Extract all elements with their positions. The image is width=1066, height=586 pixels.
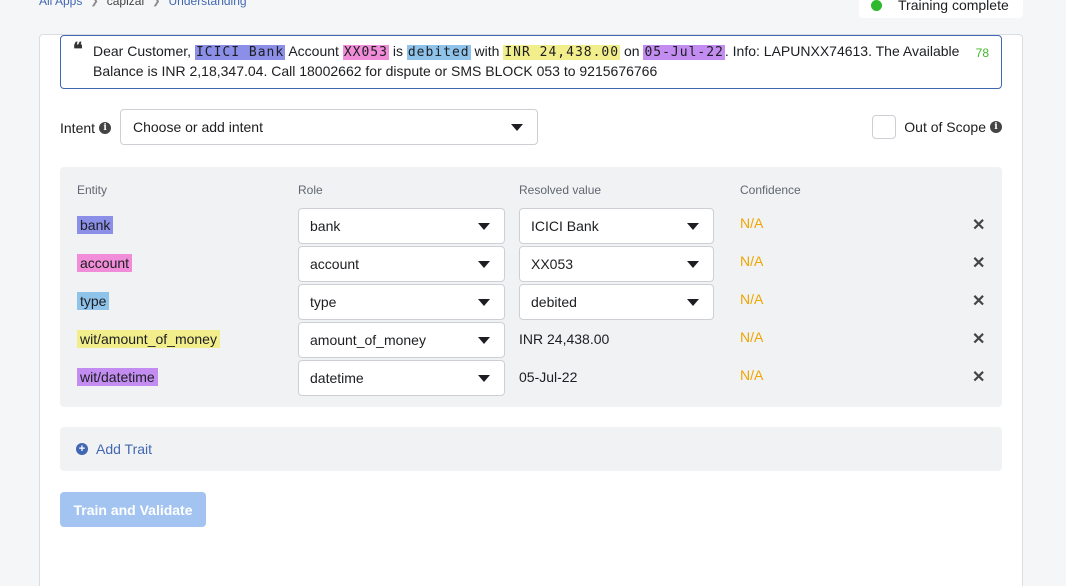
header-entity: Entity <box>77 183 108 197</box>
caret-down-icon <box>478 299 490 306</box>
confidence-value: N/A <box>740 329 764 345</box>
header-confidence: Confidence <box>740 183 801 197</box>
highlight-account[interactable]: XX053 <box>342 45 389 60</box>
caret-down-icon <box>478 223 490 230</box>
training-status-badge: Training complete <box>859 0 1023 18</box>
close-icon[interactable]: ✕ <box>972 369 986 386</box>
confidence-value: N/A <box>740 215 764 231</box>
resolved-value: debited <box>531 294 577 310</box>
role-value: account <box>310 256 360 272</box>
add-trait-label: Add Trait <box>96 441 153 457</box>
chevron-right-icon: ❯ <box>152 0 161 7</box>
intent-select[interactable]: Choose or add intent <box>120 109 538 145</box>
plus-circle-icon: + <box>76 443 88 455</box>
entity-tag: wit/datetime <box>77 368 158 386</box>
close-icon[interactable]: ✕ <box>972 217 986 234</box>
char-count: 78 <box>975 46 989 60</box>
entities-panel: Entity Role Resolved value Confidence ba… <box>60 167 1002 407</box>
breadcrumb: All Apps ❯ capizal ❯ Understanding <box>39 0 247 8</box>
utterance-segment: on <box>620 43 644 59</box>
close-icon[interactable]: ✕ <box>972 255 986 272</box>
confidence-value: N/A <box>740 367 764 383</box>
role-select[interactable]: account <box>298 246 505 282</box>
header-resolved-value: Resolved value <box>519 183 602 197</box>
close-icon[interactable]: ✕ <box>972 331 986 348</box>
role-value: datetime <box>310 370 364 386</box>
entity-row: account account XX053 N/A ✕ <box>60 246 1002 284</box>
entity-tag: wit/amount_of_money <box>77 330 220 348</box>
highlight-bank[interactable]: ICICI Bank <box>194 45 286 60</box>
role-select[interactable]: type <box>298 284 505 320</box>
caret-down-icon <box>687 223 699 230</box>
info-icon[interactable]: i <box>99 122 112 134</box>
breadcrumb-app[interactable]: capizal <box>106 0 145 8</box>
resolved-value: 05-Jul-22 <box>519 369 578 385</box>
highlight-date[interactable]: 05-Jul-22 <box>643 45 725 60</box>
entity-tag: bank <box>77 216 114 234</box>
caret-down-icon <box>478 375 490 382</box>
resolved-value-select[interactable]: debited <box>519 284 714 320</box>
utterance-segment: Account <box>285 43 343 59</box>
entity-row: type type debited N/A ✕ <box>60 284 1002 322</box>
entity-row: bank bank ICICI Bank N/A ✕ <box>60 208 1002 246</box>
caret-down-icon <box>687 299 699 306</box>
entity-row: wit/datetime datetime 05-Jul-22 N/A ✕ <box>60 360 1002 398</box>
add-trait-button[interactable]: + Add Trait <box>60 427 1002 471</box>
utterance-segment: . Info: LAPUNXX74613. The Available Bala… <box>93 43 960 79</box>
header-role: Role <box>298 183 323 197</box>
role-value: bank <box>310 218 341 234</box>
resolved-value-select[interactable]: XX053 <box>519 246 714 282</box>
entity-tag: type <box>77 292 110 310</box>
utterance-segment: is <box>388 43 407 59</box>
role-value: amount_of_money <box>310 332 426 348</box>
out-of-scope-checkbox[interactable] <box>872 115 897 139</box>
confidence-value: N/A <box>740 291 764 307</box>
close-icon[interactable]: ✕ <box>972 293 986 310</box>
understanding-card: ❝ Dear Customer, ICICI Bank Account XX05… <box>39 34 1023 586</box>
resolved-value-select[interactable]: ICICI Bank <box>519 208 714 244</box>
caret-down-icon <box>478 337 490 344</box>
intent-row: Intent i Choose or add intent Out of Sco… <box>60 109 1002 147</box>
intent-placeholder: Choose or add intent <box>133 119 263 135</box>
resolved-value: INR 24,438.00 <box>519 331 610 347</box>
status-dot-icon <box>871 0 882 11</box>
resolved-value: XX053 <box>531 256 574 272</box>
entity-tag: account <box>77 254 133 272</box>
info-icon[interactable]: i <box>990 121 1002 133</box>
out-of-scope-label: Out of Scope <box>904 119 986 135</box>
utterance-segment: Dear Customer, <box>93 43 195 59</box>
highlight-type[interactable]: debited <box>406 45 471 60</box>
utterance-input[interactable]: ❝ Dear Customer, ICICI Bank Account XX05… <box>60 35 1002 89</box>
utterance-segment: with <box>470 43 504 59</box>
breadcrumb-understanding[interactable]: Understanding <box>168 0 247 8</box>
caret-down-icon <box>687 261 699 268</box>
role-select[interactable]: datetime <box>298 360 505 396</box>
out-of-scope: Out of Scope i <box>872 115 1002 139</box>
intent-label: Intent i <box>60 120 112 136</box>
highlight-money[interactable]: INR 24,438.00 <box>503 45 621 60</box>
caret-down-icon <box>478 261 490 268</box>
breadcrumb-all-apps[interactable]: All Apps <box>39 0 83 8</box>
role-value: type <box>310 294 337 310</box>
chevron-right-icon: ❯ <box>90 0 99 7</box>
resolved-value: ICICI Bank <box>531 218 599 234</box>
train-validate-button[interactable]: Train and Validate <box>60 492 206 527</box>
entity-row: wit/amount_of_money amount_of_money INR 24… <box>60 322 1002 360</box>
training-status-label: Training complete <box>898 0 1009 13</box>
quote-icon: ❝ <box>73 39 83 60</box>
confidence-value: N/A <box>740 253 764 269</box>
intent-label-text: Intent <box>60 120 96 136</box>
utterance-text[interactable]: Dear Customer, ICICI Bank Account XX053 … <box>93 43 959 79</box>
caret-down-icon <box>511 124 523 131</box>
role-select[interactable]: bank <box>298 208 505 244</box>
role-select[interactable]: amount_of_money <box>298 322 505 358</box>
